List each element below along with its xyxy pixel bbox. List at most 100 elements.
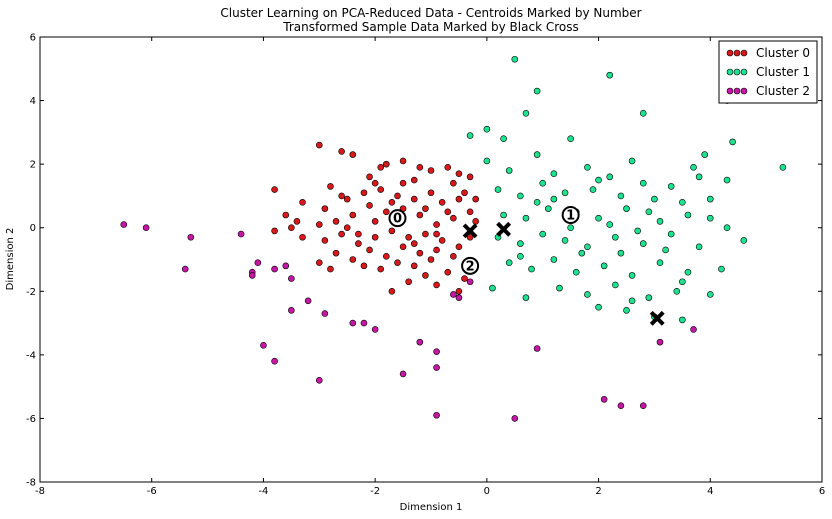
cluster-1-point [718, 265, 725, 273]
cluster-1-point [517, 253, 524, 260]
cluster-0-point [360, 189, 368, 197]
cluster-1-point [522, 109, 530, 117]
cluster-2-point [349, 319, 357, 327]
cluster-2-point [533, 345, 541, 352]
cluster-1-point [550, 256, 558, 263]
cluster-1-point [561, 237, 569, 244]
cluster-0-point [338, 230, 345, 238]
cluster-0-point [271, 227, 278, 235]
cluster-1-point [662, 246, 669, 254]
y-tick-label: 6 [30, 33, 36, 44]
cluster-1-point [584, 243, 591, 251]
cluster-0-point [355, 230, 362, 238]
cluster-1-point [550, 195, 558, 203]
cluster-0-point [349, 151, 357, 158]
cluster-1-point [656, 218, 664, 225]
cluster-1-point [679, 198, 686, 206]
cluster-0-point [293, 218, 301, 225]
cluster-1-point [489, 284, 496, 292]
cluster-0-point [466, 233, 474, 241]
cluster-0-point [444, 164, 452, 171]
cluster-1-point [634, 227, 641, 235]
cluster-1-point [517, 192, 524, 200]
cluster-0-point [399, 243, 407, 251]
cluster-0-point [405, 233, 412, 241]
cluster-1-point [589, 186, 597, 193]
cluster-2-point [617, 402, 625, 410]
cluster-2-point [271, 357, 278, 365]
cluster-1-point [483, 125, 491, 133]
chart-title: Cluster Learning on PCA-Reduced Data - C… [220, 6, 641, 20]
cluster-2-point [600, 396, 608, 403]
cluster-0-point [450, 214, 457, 222]
cluster-2-point [237, 230, 245, 238]
cluster-2-point [260, 342, 267, 349]
cluster-0-point [321, 205, 329, 212]
cluster-2-point [466, 278, 474, 286]
cluster-1-point [706, 291, 714, 298]
cluster-0-point [416, 211, 424, 219]
legend: Cluster 0 Cluster 1 Cluster 2 [718, 40, 818, 104]
cluster-1-point [522, 214, 530, 222]
cluster-1-point [606, 221, 614, 228]
cluster-0-point [371, 179, 379, 187]
cluster-0-point [321, 237, 329, 244]
y-tick-label: 0 [30, 223, 36, 234]
x-axis-label: Dimension 1 [400, 502, 463, 513]
cluster-1-point [612, 233, 619, 241]
cluster-2-point [416, 338, 424, 346]
cluster-0-point [416, 164, 424, 171]
sample-cross [462, 223, 478, 239]
cluster-1-point [723, 224, 731, 232]
cluster-0-point [366, 246, 373, 254]
cluster-0-point [332, 218, 340, 225]
cluster-2-point [511, 415, 519, 422]
cluster-2-point [433, 348, 440, 355]
cluster-1-point [606, 71, 614, 79]
cluster-1-point [522, 294, 530, 301]
cluster-0-point [444, 268, 452, 276]
cluster-1-point [645, 208, 653, 216]
cluster-0-point [472, 218, 479, 225]
cluster-2-point [639, 402, 647, 410]
cluster-0-point [349, 211, 357, 219]
centroid-number: 0 [393, 212, 402, 227]
cluster-1-point [639, 179, 647, 187]
cluster-2-point [399, 370, 407, 378]
cluster-1-point [701, 151, 709, 158]
cluster-1-point [539, 230, 547, 238]
cluster-0-point [410, 176, 418, 184]
cluster-0-point [466, 208, 474, 216]
y-tick-label: -4 [26, 350, 36, 361]
cluster-1-point [656, 259, 664, 266]
cluster-1-point [695, 173, 703, 181]
cluster-1-point [606, 173, 614, 181]
centroid-number: 2 [466, 259, 475, 274]
cluster-1-point [578, 249, 586, 257]
cluster-0-point [410, 262, 418, 270]
cluster-0-point [388, 227, 396, 235]
y-tick-label: -2 [26, 287, 36, 298]
cluster-0-point [383, 253, 390, 260]
cluster-0-point [371, 233, 379, 241]
cluster-0-point [416, 249, 424, 257]
cluster-1-point [623, 307, 630, 314]
cluster-1-point [595, 214, 602, 222]
cluster-0-point [422, 272, 429, 279]
legend-label: Cluster 2 [756, 84, 810, 98]
cluster-1-point [684, 268, 692, 276]
cluster-2-point [450, 291, 457, 298]
cluster-1-point [779, 164, 787, 171]
cluster-0-point [383, 160, 390, 168]
cluster-2-point [690, 326, 697, 333]
legend-swatch [733, 87, 741, 95]
x-tick-label: 6 [819, 486, 825, 497]
cluster-2-point [315, 376, 323, 384]
y-tick-label: -6 [26, 414, 36, 425]
cluster-0-point [315, 259, 323, 266]
chart-titles: Cluster Learning on PCA-Reduced Data - C… [220, 6, 641, 34]
x-tick-label: -2 [370, 486, 380, 497]
cluster-0-point [343, 224, 351, 232]
cluster-1-point [567, 224, 574, 232]
cluster-0-point [360, 262, 368, 270]
